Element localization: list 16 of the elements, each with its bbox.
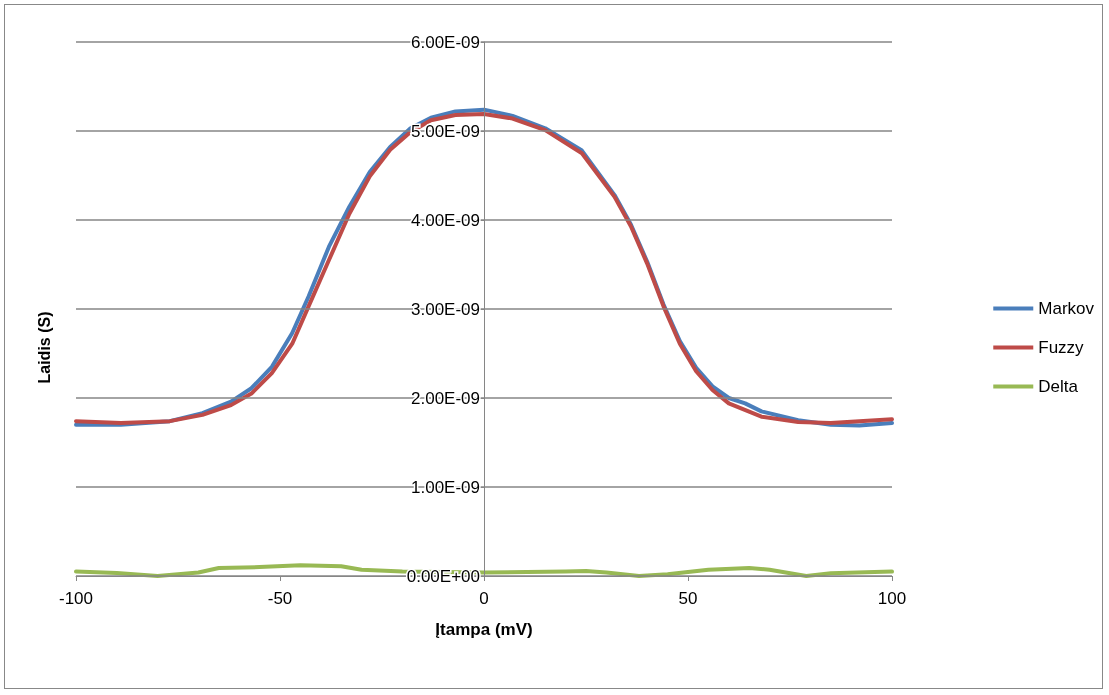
x-tick-label: -50 <box>267 589 293 608</box>
y-tick-label: 4.00E-09 <box>411 210 480 230</box>
y-tick-label: 5.00E-09 <box>411 121 480 141</box>
x-axis-title: Įtampa (mV) <box>435 620 533 639</box>
legend-label: Delta <box>1038 377 1079 396</box>
legend-label: Fuzzy <box>1038 338 1085 357</box>
x-tick-label: -100 <box>58 589 94 608</box>
y-tick-label: 3.00E-09 <box>411 299 480 319</box>
x-tick-label: 50 <box>678 589 698 608</box>
y-axis-title: Laidis (S) <box>35 311 53 384</box>
legend-label: Markov <box>1038 299 1095 318</box>
y-tick-label: 2.00E-09 <box>411 388 480 408</box>
x-tick-label: 100 <box>877 589 907 608</box>
y-tick-label: 1.00E-09 <box>411 477 480 497</box>
x-tick-label: 0 <box>479 589 489 608</box>
y-tick-label: 6.00E-09 <box>411 32 480 52</box>
